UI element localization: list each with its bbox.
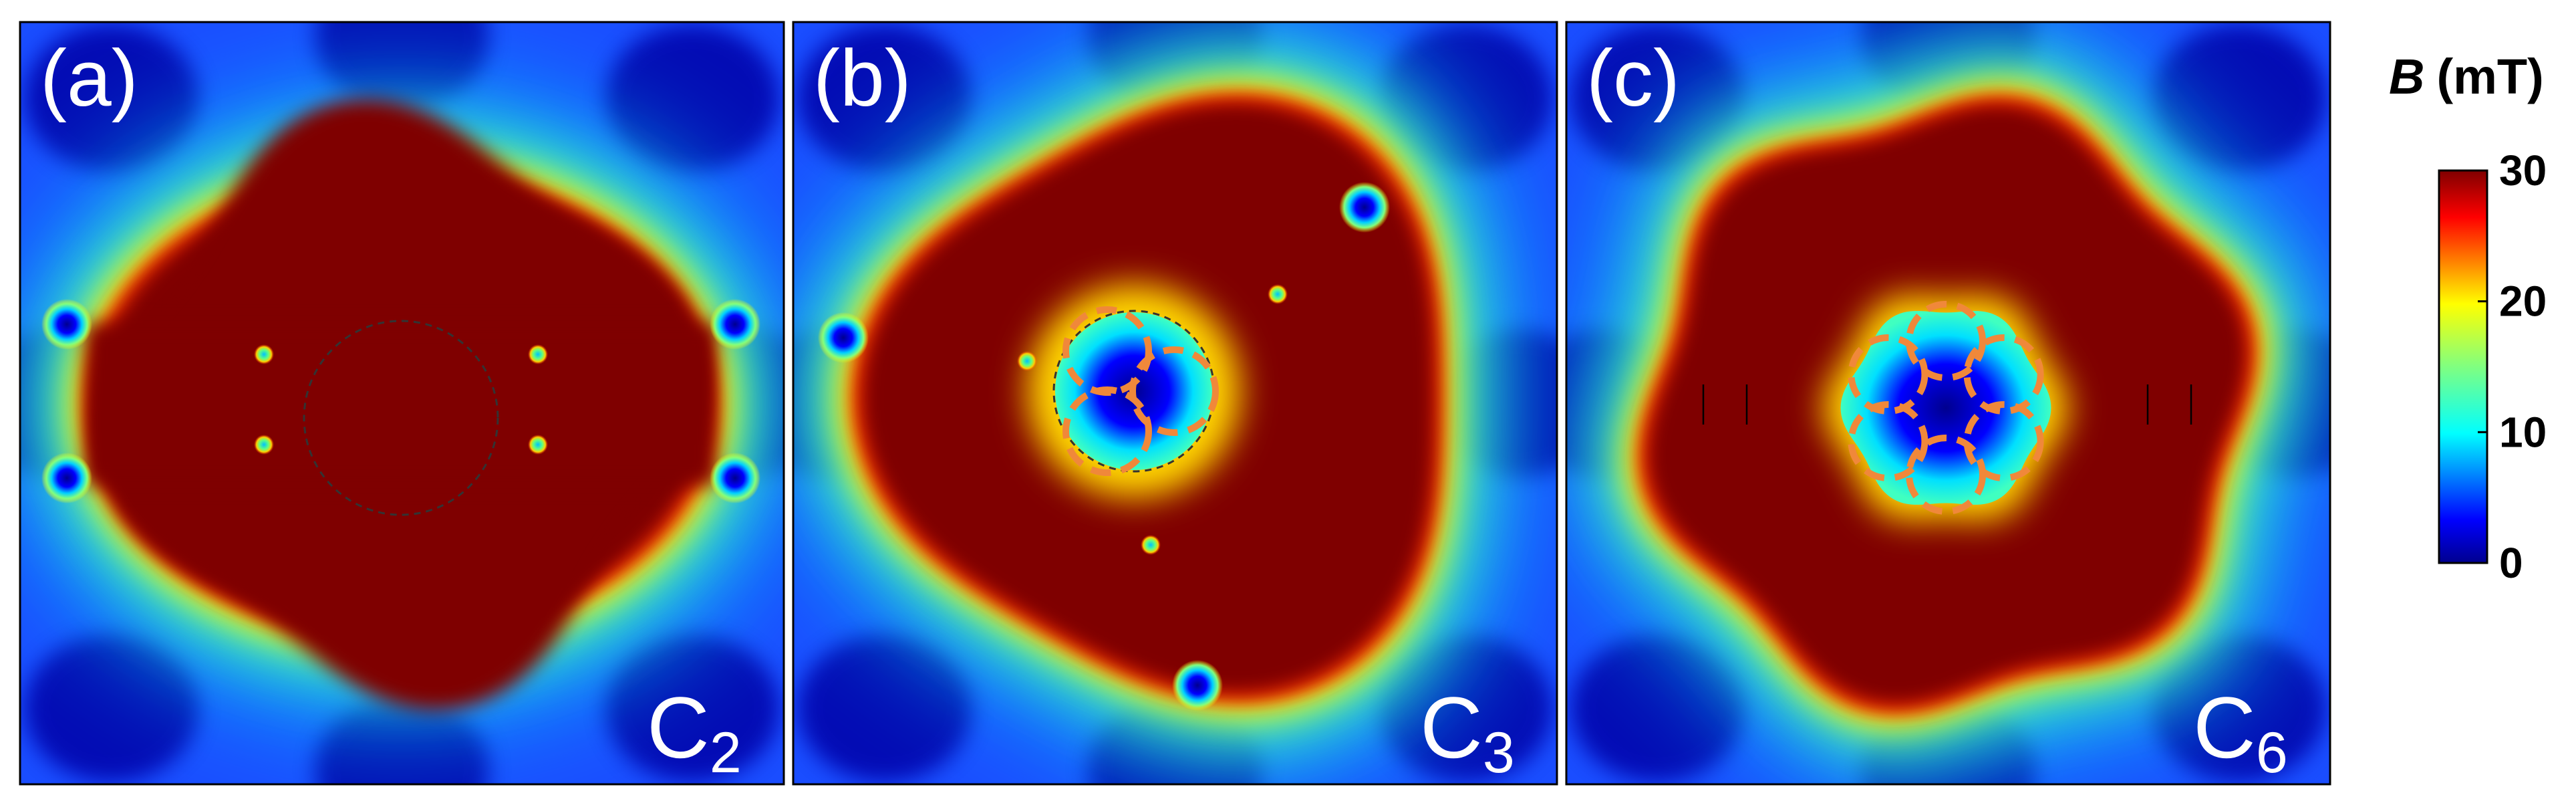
vortex-ring	[1848, 334, 1928, 415]
vortex-ring	[1906, 435, 1986, 515]
sample-boundary	[303, 320, 499, 516]
panel-label: (a)	[40, 33, 138, 123]
vortex-dot	[1017, 351, 1037, 371]
vortex-dot	[528, 344, 548, 364]
heatmap-panels: (a)C2(b)C3(c)C6	[19, 21, 2331, 786]
panel-1: (a)C2	[19, 21, 785, 786]
vortex-ring	[1062, 386, 1152, 476]
field-gradient	[27, 99, 775, 710]
vortex-dot	[1268, 284, 1288, 304]
panel-3: (c)C6	[1565, 21, 2331, 786]
vortex-dot	[254, 344, 274, 364]
field-map-3	[1566, 22, 2330, 784]
vortex-dot	[1141, 535, 1161, 555]
symmetry-order: 6	[2256, 721, 2288, 785]
edge-vortex	[818, 312, 869, 363]
edge-vortex	[41, 453, 92, 503]
field-map-2	[793, 22, 1557, 784]
vortex-ring	[1906, 301, 1986, 381]
panel-frame	[19, 21, 785, 786]
edge-vortex	[1172, 660, 1223, 711]
vortex-dot	[528, 435, 548, 455]
colorbar-quantity: B	[2389, 49, 2424, 104]
colorbar-tick-label: 20	[2499, 277, 2547, 326]
field-map-1	[20, 22, 784, 784]
vortex-ring	[1129, 346, 1219, 436]
vortex-dot	[254, 435, 274, 455]
symmetry-order: 2	[710, 721, 742, 785]
edge-vortex	[41, 299, 92, 350]
panel-2: (b)C3	[792, 21, 1558, 786]
colorbar-title: B (mT)	[2389, 49, 2544, 104]
edge-vortex	[710, 453, 760, 503]
colorbar-tick-label: 30	[2499, 146, 2547, 195]
panel-frame	[1565, 21, 2331, 786]
vortex-ring	[1848, 401, 1928, 481]
colorbar-tick-label: 10	[2499, 408, 2547, 456]
colorbar-tick-label: 0	[2499, 539, 2523, 587]
panel-frame	[792, 21, 1558, 786]
panel-label: (b)	[813, 33, 911, 123]
vortex-ring	[1963, 334, 2044, 415]
symmetry-order: 3	[1483, 721, 1515, 785]
panel-label: (c)	[1586, 33, 1680, 123]
colorbar-gradient	[2438, 169, 2488, 564]
vortex-ring	[1963, 401, 2044, 481]
edge-vortex	[1339, 182, 1390, 233]
edge-vortex	[710, 299, 760, 350]
colorbar-unit: (mT)	[2436, 49, 2543, 104]
colorbar: B (mT) 0 10 20 30	[2389, 49, 2547, 587]
